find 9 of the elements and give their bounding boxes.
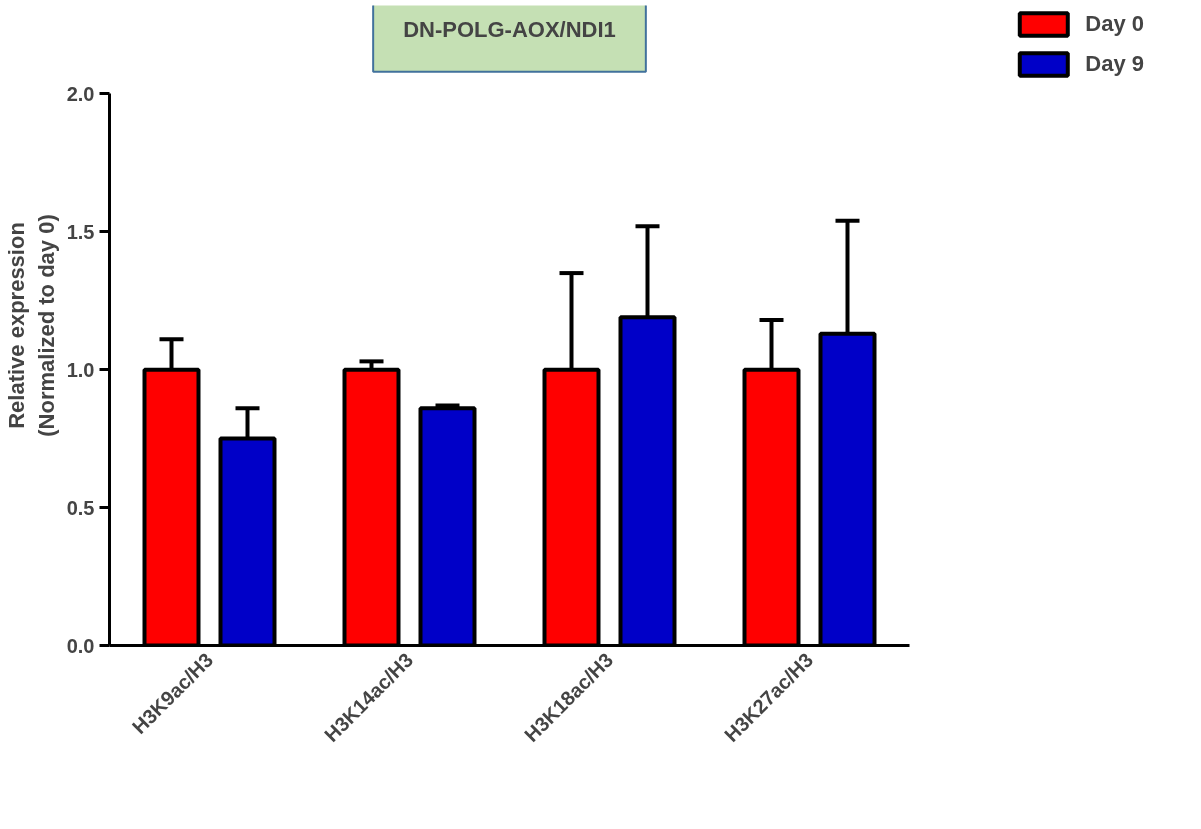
y-tick-label: 0.0 bbox=[66, 634, 95, 657]
y-axis-title: Relative expression (Normalized to day 0) bbox=[3, 214, 59, 437]
legend-label: Day 0 bbox=[1085, 11, 1144, 37]
chart-title: DN-POLG-AOX/NDI1 bbox=[403, 16, 616, 42]
y-tick-label: 1.0 bbox=[66, 358, 95, 381]
y-tick-label: 0.5 bbox=[66, 496, 95, 519]
legend-label: Day 9 bbox=[1085, 51, 1144, 77]
y-tick-label: 1.5 bbox=[66, 220, 95, 243]
y-tick-label: 2.0 bbox=[66, 82, 95, 105]
